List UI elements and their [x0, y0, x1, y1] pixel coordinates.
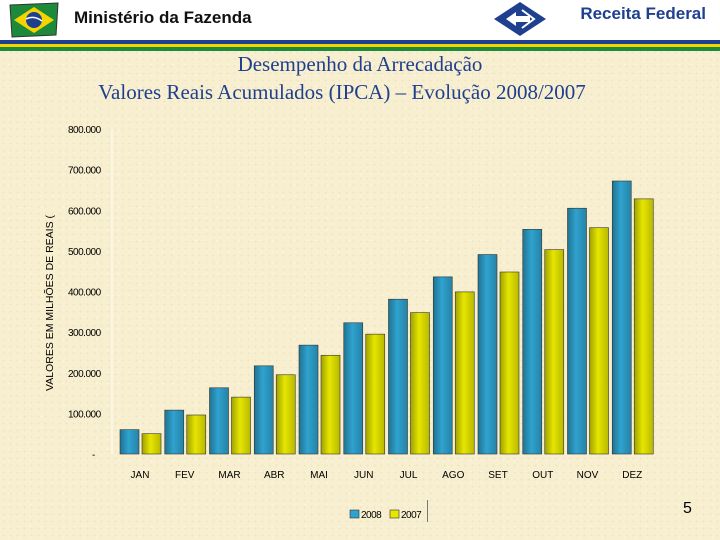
- legend-label-2007: 2007: [401, 510, 422, 521]
- legend-swatch-2008: [349, 509, 360, 519]
- bar-2008-set: [477, 254, 498, 455]
- header-bar: Ministério da Fazenda Receita Federal: [0, 0, 720, 40]
- y-tick-label: 600.000: [68, 206, 102, 217]
- bar-2008-fev: [164, 409, 185, 455]
- x-tick-label: OUT: [532, 470, 553, 481]
- bar-2007-jul: [410, 312, 430, 455]
- header-stripe-blue: [0, 40, 720, 44]
- bar-2008-mar: [209, 387, 229, 455]
- bar-2008-abr: [253, 365, 274, 455]
- y-tick-label: 800.000: [68, 125, 102, 136]
- legend-divider: [427, 500, 428, 522]
- bar-2008-jun: [343, 322, 364, 455]
- x-tick-label: NOV: [577, 470, 599, 481]
- bar-2008-jul: [388, 298, 408, 455]
- x-tick-label: SET: [488, 470, 507, 481]
- x-tick-label: ABR: [264, 470, 285, 481]
- page-number: 5: [683, 500, 692, 517]
- brazil-flag-seal-icon: [9, 2, 59, 38]
- y-tick-label: 700.000: [68, 166, 102, 177]
- y-tick-label: -: [92, 450, 95, 461]
- bar-2007-mar: [231, 396, 251, 455]
- receita-federal-logo-icon: [494, 2, 546, 36]
- legend-label-2008: 2008: [361, 510, 382, 521]
- ministry-name: Ministério da Fazenda: [74, 8, 252, 27]
- x-tick-label: AGO: [442, 470, 464, 481]
- x-tick-label: MAI: [310, 470, 328, 481]
- y-tick-label: 500.000: [68, 247, 102, 258]
- bar-2007-jan: [141, 433, 162, 455]
- agency-name: Receita Federal: [580, 4, 706, 23]
- slide-subtitle: Valores Reais Acumulados (IPCA) – Evoluç…: [98, 80, 586, 104]
- bar-2007-mai: [320, 354, 341, 455]
- bar-chart: - 100.000 200.000 300.000 400.000 500.000 600.…: [43, 125, 654, 521]
- bar-2007-dez: [633, 198, 654, 455]
- y-tick-label: 300.000: [68, 328, 102, 339]
- bar-2008-jan: [119, 429, 140, 455]
- y-axis-label: VALORES EM MILHÕES DE REAIS (: [43, 214, 56, 391]
- bar-2007-fev: [186, 414, 207, 455]
- header-stripe-yellow: [0, 44, 720, 47]
- bar-2007-ago: [454, 291, 475, 455]
- y-tick-label: 100.000: [68, 409, 102, 420]
- x-tick-label: JUN: [354, 470, 373, 481]
- y-tick-label: 400.000: [68, 288, 102, 299]
- bar-2008-ago: [432, 276, 453, 455]
- header-stripe-green: [0, 47, 720, 51]
- x-tick-label: JUL: [400, 470, 418, 481]
- bar-2007-abr: [275, 374, 296, 455]
- bar-2007-set: [499, 271, 520, 455]
- x-tick-label: MAR: [218, 470, 240, 481]
- bar-2008-mai: [298, 344, 319, 455]
- y-tick-label: 200.000: [68, 369, 102, 380]
- x-tick-label: FEV: [175, 470, 195, 481]
- bar-2008-dez: [611, 180, 632, 455]
- slide-title: Desempenho da Arrecadação: [237, 52, 483, 76]
- x-tick-label: JAN: [131, 470, 150, 481]
- bar-2008-out: [522, 229, 543, 455]
- bar-2007-out: [544, 249, 565, 455]
- x-tick-label: DEZ: [622, 470, 642, 481]
- bar-2007-nov: [589, 227, 609, 455]
- bar-2007-jun: [365, 333, 386, 455]
- legend-swatch-2007: [389, 509, 400, 519]
- bar-2008-nov: [567, 207, 587, 455]
